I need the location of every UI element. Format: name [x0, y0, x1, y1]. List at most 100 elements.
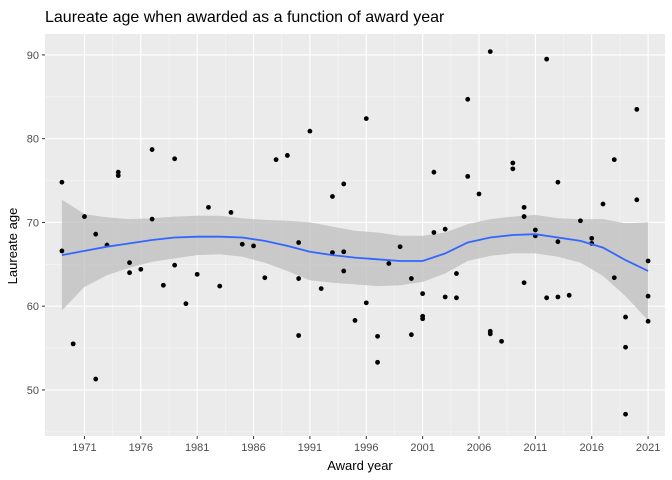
data-point	[397, 244, 403, 250]
y-tick-label: 90	[27, 50, 39, 62]
x-axis-title: Award year	[327, 458, 393, 473]
data-point	[352, 318, 358, 323]
x-tick-label: 1996	[354, 442, 378, 454]
y-tick-label: 80	[27, 134, 39, 146]
data-point	[634, 197, 640, 203]
data-point	[149, 147, 155, 152]
x-tick-label: 2001	[410, 442, 434, 454]
data-point	[273, 157, 279, 163]
data-point	[330, 250, 335, 255]
data-point	[160, 282, 166, 288]
data-point	[454, 271, 459, 276]
data-point	[172, 262, 178, 268]
smooth-line-layer	[61, 233, 649, 272]
data-point	[645, 258, 651, 264]
data-point	[59, 179, 65, 185]
points-layer	[59, 49, 651, 417]
data-point	[589, 235, 595, 241]
data-point	[194, 271, 200, 277]
data-point	[442, 226, 448, 232]
x-tick-label: 2011	[524, 442, 548, 454]
chart-title: Laureate age when awarded as a function …	[45, 9, 445, 26]
data-point	[420, 291, 426, 297]
data-point	[623, 411, 628, 417]
confidence-band	[61, 199, 649, 321]
data-point	[555, 239, 561, 245]
data-point	[284, 153, 290, 158]
data-point	[375, 333, 380, 339]
data-point	[521, 280, 527, 286]
data-point	[149, 216, 155, 222]
data-point	[645, 293, 651, 299]
data-point	[555, 179, 561, 185]
data-point	[239, 241, 245, 247]
x-tick-label: 1991	[298, 442, 322, 454]
data-point	[82, 214, 87, 219]
data-point	[510, 166, 516, 172]
data-point	[341, 181, 347, 187]
data-point	[476, 191, 482, 197]
y-tick-label: 60	[27, 301, 39, 313]
data-point	[408, 276, 414, 281]
data-point	[127, 260, 132, 266]
data-point	[375, 359, 380, 365]
data-point	[341, 268, 347, 274]
data-point	[623, 314, 628, 320]
data-point	[386, 261, 392, 266]
data-point	[454, 295, 459, 301]
data-point	[442, 294, 448, 300]
data-point	[499, 338, 504, 344]
data-point	[59, 248, 65, 254]
data-point	[296, 240, 302, 245]
x-tick-label: 2006	[467, 442, 491, 454]
data-point	[228, 209, 234, 215]
x-tick-label: 2016	[579, 442, 603, 454]
data-point	[115, 173, 121, 178]
data-point	[172, 156, 178, 162]
data-point	[487, 49, 493, 54]
data-point	[521, 204, 527, 210]
data-point	[510, 160, 516, 166]
data-point	[296, 276, 302, 281]
data-point	[544, 56, 550, 62]
data-point	[127, 270, 132, 276]
data-point	[330, 194, 335, 199]
data-point	[93, 231, 99, 237]
data-point	[408, 332, 414, 338]
x-tick-label: 2021	[636, 442, 660, 454]
data-point	[318, 286, 324, 291]
data-point	[206, 204, 211, 210]
data-point	[611, 275, 617, 281]
major-gridlines	[45, 34, 665, 436]
confidence-band-layer	[61, 199, 649, 321]
data-point	[307, 128, 313, 134]
x-axis: 1971 1976 1981 1986 1991 1996 2001 2006 2011 2016…	[72, 436, 660, 454]
data-point	[532, 227, 538, 233]
data-point	[363, 116, 369, 121]
data-point	[578, 218, 583, 224]
data-point	[521, 214, 527, 219]
data-point	[431, 230, 437, 235]
x-tick-label: 1971	[72, 442, 96, 454]
data-point	[623, 344, 628, 350]
data-point	[600, 201, 606, 207]
data-point	[183, 301, 189, 307]
y-axis-title: Laureate age	[5, 208, 20, 285]
data-point	[363, 300, 369, 306]
data-point	[341, 249, 347, 255]
data-point	[555, 294, 561, 300]
data-point	[634, 106, 640, 112]
data-point	[487, 331, 493, 337]
data-point	[70, 341, 76, 347]
data-point	[115, 169, 121, 175]
data-point	[217, 283, 223, 289]
x-tick-label: 1981	[185, 442, 209, 454]
data-point	[93, 376, 99, 382]
y-tick-label: 70	[27, 217, 39, 229]
data-point	[296, 333, 302, 338]
data-point	[465, 173, 471, 179]
x-tick-label: 1986	[241, 442, 265, 454]
data-point	[645, 318, 651, 324]
